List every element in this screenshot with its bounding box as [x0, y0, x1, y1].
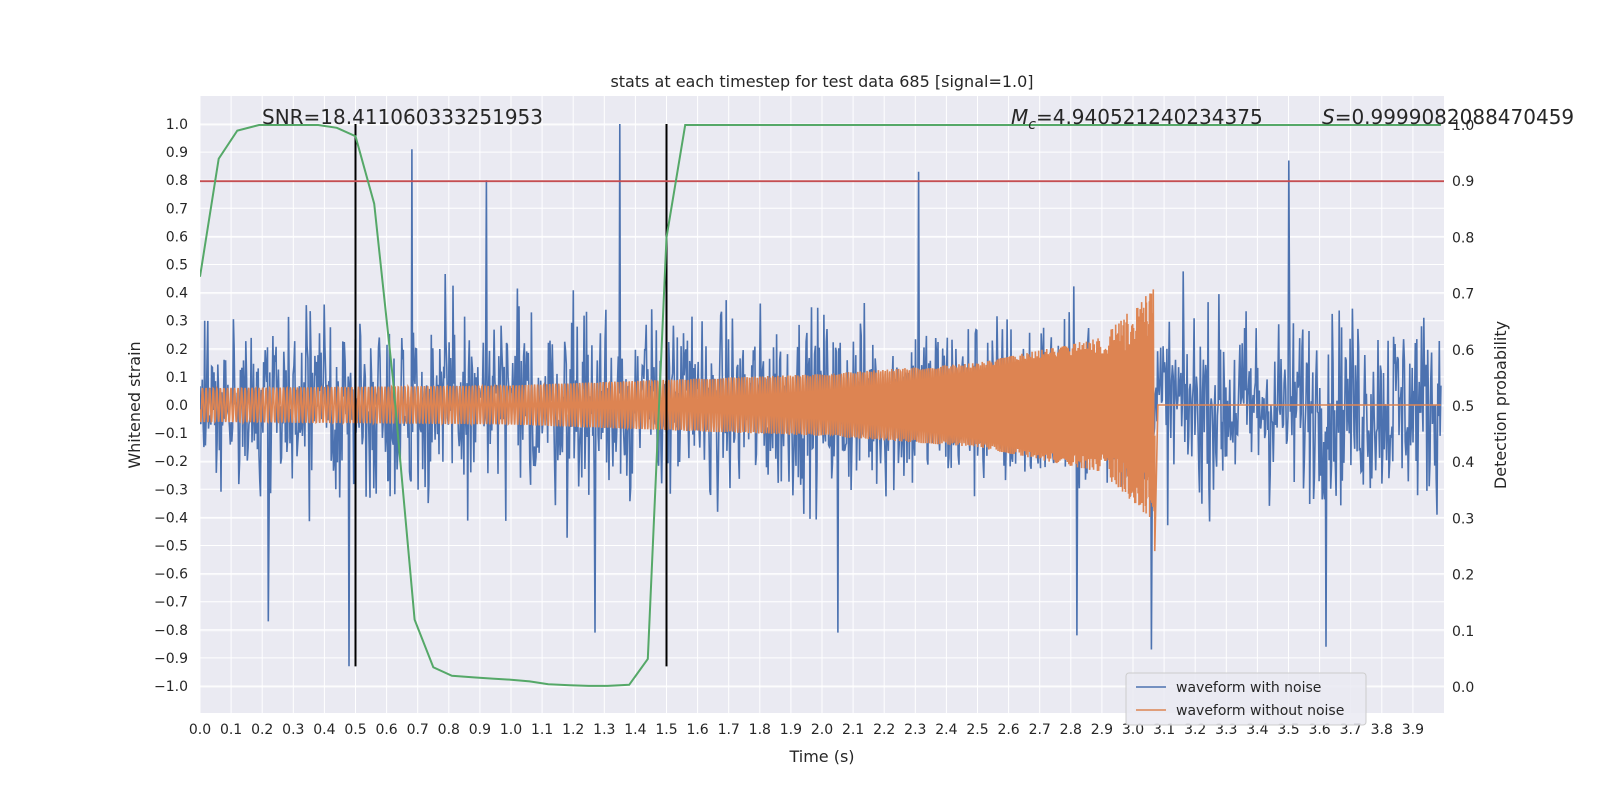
series-detection-probability: [200, 124, 1441, 687]
series-waveform-without-noise: [200, 289, 1441, 552]
plot-series: [200, 123, 1444, 687]
x-tick-label: 1.8: [749, 722, 771, 738]
y-tick-label: −0.5: [154, 539, 188, 555]
y-tick-label: 0.3: [166, 314, 188, 330]
y-tick-label: −0.7: [154, 595, 188, 611]
x-tick-label: 2.2: [873, 722, 895, 738]
x-tick-label: 0.9: [469, 722, 491, 738]
y-tick-label: 0.6: [166, 229, 188, 245]
chirp-mass-annotation: Mc=4.940521240234375: [1011, 105, 1263, 133]
snr-annotation: SNR=18.411060333251953: [262, 105, 543, 129]
chart-title: stats at each timestep for test data 685…: [610, 72, 1033, 91]
x-tick-label: 2.9: [1091, 722, 1113, 738]
x-tick-label: 1.5: [655, 722, 677, 738]
x-tick-label: 3.0: [1122, 722, 1144, 738]
x-tick-label: 0.1: [220, 722, 242, 738]
spin-annotation: S=0.9999082088470459: [1322, 105, 1574, 129]
chirp-mass-subscript: c: [1028, 117, 1036, 133]
y-axis-ticks: 1.0 0.9 0.8 0.7 0.6 0.5 0.4 0.3 0.2 0.1 0.0 −0.1 −0.…: [154, 117, 188, 695]
x-tick-label: 1.7: [718, 722, 740, 738]
x-tick-label: 3.5: [1277, 722, 1299, 738]
y-tick-label: 0.9: [166, 145, 188, 161]
y-tick-label: −0.3: [154, 482, 188, 498]
y2-tick-label: 0.2: [1452, 568, 1474, 584]
x-tick-label: 2.6: [997, 722, 1019, 738]
x-tick-label: 0.7: [407, 722, 429, 738]
y2-tick-label: 0.1: [1452, 624, 1474, 640]
x-tick-label: 0.6: [375, 722, 397, 738]
y2-tick-label: 0.8: [1452, 230, 1474, 246]
legend: waveform with noise waveform without noi…: [1125, 672, 1367, 726]
x-tick-label: 0.3: [282, 722, 304, 738]
x-tick-label: 0.2: [251, 722, 273, 738]
y2-axis-ticks: 1.0 0.9 0.8 0.7 0.6 0.5 0.4 0.3 0.2 0.1 0.0: [1452, 118, 1474, 696]
x-tick-label: 3.6: [1308, 722, 1330, 738]
y2-tick-label: 0.0: [1452, 680, 1474, 696]
x-tick-label: 0.8: [438, 722, 460, 738]
x-tick-label: 2.5: [966, 722, 988, 738]
x-tick-label: 0.0: [189, 722, 211, 738]
y2-tick-label: 0.7: [1452, 287, 1474, 303]
y-tick-label: 0.8: [166, 173, 188, 189]
y-tick-label: 0.4: [166, 286, 188, 302]
y-tick-label: 0.0: [166, 398, 188, 414]
x-tick-label: 1.4: [624, 722, 646, 738]
x-tick-label: 0.4: [313, 722, 335, 738]
y2-axis-label: Detection probability: [1491, 321, 1510, 489]
chirp-mass-symbol: M: [1011, 105, 1028, 129]
x-tick-label: 3.8: [1371, 722, 1393, 738]
x-tick-label: 2.7: [1029, 722, 1051, 738]
x-axis-label: Time (s): [788, 747, 854, 766]
y-tick-label: 0.7: [166, 201, 188, 217]
x-tick-label: 2.4: [935, 722, 957, 738]
y2-tick-label: 0.9: [1452, 174, 1474, 190]
x-tick-label: 1.6: [686, 722, 708, 738]
y-tick-label: 1.0: [166, 117, 188, 133]
y2-tick-label: 0.3: [1452, 511, 1474, 527]
x-tick-label: 1.2: [562, 722, 584, 738]
x-tick-label: 3.1: [1153, 722, 1175, 738]
x-tick-label: 0.5: [344, 722, 366, 738]
legend-box: [1125, 672, 1367, 726]
y-tick-label: 0.5: [166, 258, 188, 274]
x-tick-label: 1.0: [500, 722, 522, 738]
x-axis-ticks: 0.0 0.1 0.2 0.3 0.4 0.5 0.6 0.7 0.8 0.9 1.0 1.1 1.2 1…: [189, 722, 1424, 738]
y-tick-label: −1.0: [154, 679, 188, 695]
y2-tick-label: 0.5: [1452, 399, 1474, 415]
x-tick-label: 2.8: [1060, 722, 1082, 738]
y-tick-label: −0.8: [154, 623, 188, 639]
y-tick-label: −0.6: [154, 567, 188, 583]
y-tick-label: −0.1: [154, 426, 188, 442]
x-tick-label: 1.9: [780, 722, 802, 738]
x-tick-label: 2.0: [811, 722, 833, 738]
legend-label-noise: waveform with noise: [1176, 680, 1321, 696]
legend-label-clean: waveform without noise: [1176, 703, 1344, 719]
y-tick-label: 0.1: [166, 370, 188, 386]
y-tick-label: 0.2: [166, 342, 188, 358]
y2-tick-label: 0.4: [1452, 455, 1474, 471]
x-tick-label: 2.3: [904, 722, 926, 738]
chirp-mass-value: =4.940521240234375: [1036, 105, 1263, 129]
x-tick-label: 3.3: [1215, 722, 1237, 738]
spin-value: =0.9999082088470459: [1335, 105, 1574, 129]
y-tick-label: −0.2: [154, 454, 188, 470]
x-tick-label: 3.4: [1246, 722, 1268, 738]
x-tick-label: 3.9: [1402, 722, 1424, 738]
y2-tick-label: 0.6: [1452, 343, 1474, 359]
x-tick-label: 3.2: [1184, 722, 1206, 738]
x-tick-label: 3.7: [1340, 722, 1362, 738]
y2-tick-label: 1.0: [1452, 118, 1474, 134]
x-tick-label: 2.1: [842, 722, 864, 738]
x-tick-label: 1.3: [593, 722, 615, 738]
plot-area: [200, 123, 1444, 687]
y-tick-label: −0.4: [154, 510, 188, 526]
y-tick-label: −0.9: [154, 651, 188, 667]
x-tick-label: 1.1: [531, 722, 553, 738]
y-axis-label: Whitened strain: [125, 341, 144, 468]
spin-symbol: S: [1322, 105, 1335, 129]
